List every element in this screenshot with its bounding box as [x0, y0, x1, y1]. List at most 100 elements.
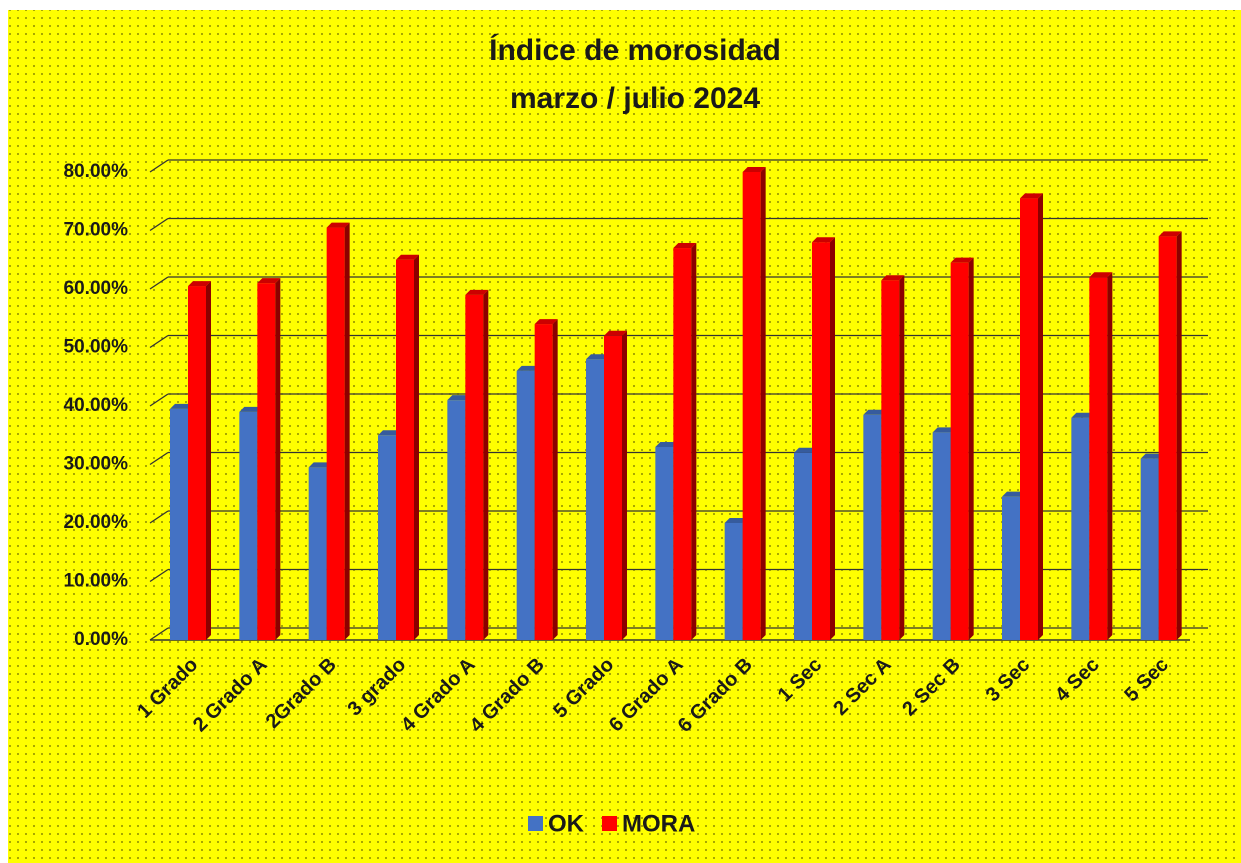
bar-group — [1158, 231, 1182, 640]
bar — [1002, 496, 1020, 640]
bar — [932, 432, 951, 640]
bar — [1158, 236, 1177, 640]
bar-top — [604, 330, 627, 336]
y-tick-label: 70.00% — [64, 220, 129, 241]
bar-side — [760, 167, 766, 640]
bar — [534, 324, 553, 640]
bar — [188, 286, 206, 640]
bar-side — [414, 254, 419, 640]
grid-line-depth — [149, 393, 169, 407]
bar-side — [968, 257, 974, 640]
bar-top — [534, 319, 558, 325]
bar-side — [344, 222, 350, 640]
grid-line-depth — [149, 159, 169, 173]
bar-top — [239, 406, 263, 412]
bar-top — [863, 409, 887, 415]
grid-line-depth — [149, 451, 169, 466]
bar — [1089, 277, 1108, 640]
bar — [170, 408, 188, 640]
chart-title: Índice de morosidad — [489, 33, 781, 67]
y-tick-label: 0.00% — [74, 629, 128, 650]
bar — [673, 248, 692, 641]
bar-top — [724, 518, 748, 523]
grid-line-depth — [149, 568, 169, 583]
bar — [812, 242, 830, 640]
bar-top — [257, 278, 281, 284]
bar-top — [794, 447, 817, 453]
grid-line-depth — [149, 276, 169, 290]
bar-top — [1158, 231, 1182, 237]
bar — [308, 467, 327, 640]
bar-group — [881, 275, 905, 640]
y-tick-label: 10.00% — [64, 571, 129, 592]
y-tick-label: 80.00% — [64, 161, 129, 182]
bar-top — [586, 354, 609, 360]
legend-swatch — [602, 816, 617, 831]
bar — [326, 227, 345, 640]
bar — [604, 335, 622, 640]
bar — [881, 280, 900, 640]
bar — [1140, 458, 1159, 640]
bar-side — [206, 281, 211, 640]
bar-top — [932, 427, 956, 433]
bar-side — [552, 319, 558, 640]
bar-top — [881, 275, 905, 281]
bar-group — [188, 281, 211, 640]
bar — [724, 523, 743, 640]
bar — [516, 370, 535, 640]
bar-group — [604, 330, 627, 640]
bar — [465, 294, 484, 640]
bar-side — [622, 330, 627, 640]
bar — [396, 259, 414, 640]
bar — [378, 435, 396, 640]
bar-top — [1089, 272, 1113, 278]
bar — [447, 400, 466, 640]
bar-side — [899, 275, 905, 640]
bar-group — [534, 319, 558, 640]
bar-group — [742, 167, 766, 640]
legend-label: MORA — [622, 810, 695, 837]
y-tick-label: 40.00% — [64, 395, 129, 416]
bar-side — [483, 289, 489, 640]
y-tick-label: 30.00% — [64, 454, 129, 475]
bar-top — [170, 403, 193, 409]
bar-group — [1089, 272, 1113, 640]
bar-top — [465, 289, 489, 295]
bar-group — [257, 278, 281, 640]
grid-line-depth — [149, 510, 169, 524]
bar-top — [516, 365, 540, 371]
bar-group — [950, 257, 974, 640]
bar-group — [673, 243, 697, 641]
bar — [794, 452, 812, 640]
bar — [257, 283, 276, 640]
bar-top — [1020, 193, 1043, 199]
bar-top — [396, 254, 419, 260]
bar-top — [308, 462, 332, 468]
bar — [586, 359, 604, 640]
legend-swatch — [528, 816, 543, 831]
grid-line-depth — [149, 334, 169, 349]
bar-top — [655, 441, 679, 447]
bar-top — [378, 430, 401, 436]
bar-top — [1002, 491, 1025, 497]
legend-label: OK — [548, 810, 585, 837]
bar — [1020, 198, 1038, 640]
bar-side — [275, 278, 281, 640]
y-tick-label: 50.00% — [64, 337, 129, 358]
bar-top — [812, 237, 835, 243]
bar-side — [1107, 272, 1113, 640]
y-tick-label: 60.00% — [64, 278, 129, 299]
bar-top — [742, 167, 766, 172]
bar — [655, 446, 674, 640]
bar-top — [447, 395, 471, 401]
grid-line-depth — [149, 627, 169, 641]
grid-line-depth — [149, 217, 169, 232]
bar-side — [1176, 231, 1182, 640]
bar — [1071, 417, 1090, 640]
bar-top — [673, 243, 697, 249]
bar-group — [326, 222, 350, 640]
bar-group — [812, 237, 835, 640]
bar — [950, 262, 969, 640]
bar-side — [1038, 193, 1043, 640]
